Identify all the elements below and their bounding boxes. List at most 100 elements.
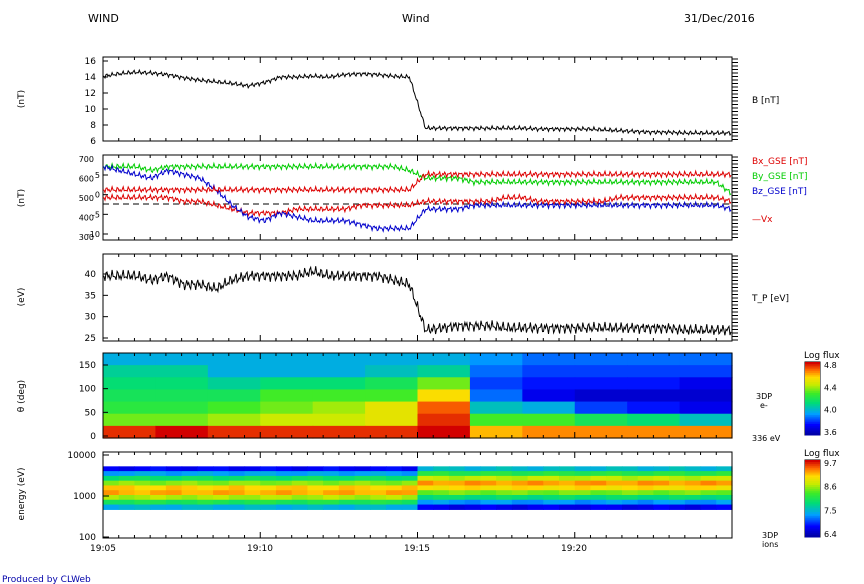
heatmap-cell: [312, 353, 366, 366]
heatmap-cell: [511, 485, 529, 491]
x-tick-label: 19:15: [404, 544, 430, 554]
heatmap-cell: [700, 490, 717, 496]
series-b-name: B [nT]: [752, 96, 779, 106]
heatmap-cell: [260, 365, 314, 378]
heatmap-cell: [637, 495, 654, 501]
heatmap-cell: [684, 485, 702, 491]
heatmap-cell: [448, 480, 466, 487]
heatmap-cell: [637, 504, 654, 510]
heatmap-cell: [181, 485, 198, 491]
colorbar-electron-band: [805, 411, 820, 414]
y-right-label: -5: [92, 210, 100, 219]
heatmap-cell: [684, 475, 702, 482]
heatmap-cell: [511, 466, 529, 472]
heatmap-cell: [213, 475, 230, 482]
series-bx-line: [102, 192, 732, 218]
heatmap-cell: [291, 499, 309, 506]
heatmap-cell: [401, 466, 419, 472]
colorbar-ion-band: [805, 519, 820, 523]
heatmap-cell: [464, 499, 481, 506]
colorbar-ion-band: [805, 529, 820, 532]
colorbar-ion-band: [805, 508, 820, 511]
y-tick-label: 10: [85, 105, 97, 115]
heatmap-cell: [401, 499, 419, 506]
heatmap-cell: [606, 471, 623, 477]
heatmap-cell: [401, 471, 419, 477]
heatmap-cell: [134, 485, 151, 491]
heatmap-cell: [103, 365, 157, 378]
heatmap-cell: [275, 466, 293, 472]
heatmap-cell: [150, 466, 167, 472]
heatmap-cell: [433, 485, 450, 491]
heatmap-cell: [275, 495, 293, 501]
heatmap-cell: [700, 499, 717, 506]
heatmap-cell: [260, 471, 277, 477]
heatmap-cell: [386, 495, 403, 501]
heatmap-cell: [228, 466, 246, 472]
heatmap-cell: [669, 466, 686, 472]
heatmap-cell: [496, 495, 513, 501]
heatmap-cell: [197, 466, 214, 472]
heatmap-cell: [213, 485, 230, 491]
heatmap-cell: [401, 485, 419, 491]
heatmap-cell: [496, 466, 513, 472]
y-left-label: 500: [79, 194, 94, 203]
heatmap-cell: [365, 353, 419, 366]
heatmap-cell: [574, 485, 592, 491]
heatmap-cell: [228, 471, 246, 477]
heatmap-cell: [469, 389, 523, 403]
panel-frame: [102, 56, 733, 142]
heatmap-cell: [590, 480, 607, 487]
heatmap-cell: [312, 413, 366, 427]
heatmap-cell: [401, 490, 419, 496]
heatmap-cell: [679, 425, 733, 439]
series-tp-line: [102, 265, 732, 336]
y-tick-label: 50: [85, 408, 97, 418]
colorbar-electron-band: [805, 413, 820, 416]
heatmap-cell: [260, 466, 277, 472]
colorbar-electron-band: [805, 380, 820, 383]
heatmap-cell: [134, 504, 151, 510]
heatmap-cell: [469, 365, 523, 378]
heatmap-cell: [637, 485, 654, 491]
colorbar-electron-band: [805, 407, 820, 410]
heatmap-cell: [260, 377, 314, 391]
heatmap-cell: [338, 475, 356, 482]
colorbar-ion-band: [805, 475, 820, 478]
heatmap-cell: [118, 504, 136, 510]
heatmap-cell: [464, 495, 481, 501]
heatmap-cell: [669, 471, 686, 477]
heatmap-cell: [244, 471, 261, 477]
heatmap-cell: [621, 475, 639, 482]
heatmap-cell: [684, 495, 702, 501]
heatmap-cell: [103, 499, 120, 506]
colorbar-ion-band: [805, 502, 820, 505]
heatmap-cell: [118, 475, 136, 482]
heatmap-cell: [275, 480, 293, 487]
heatmap-cell: [260, 413, 314, 427]
heatmap-cell: [103, 485, 120, 491]
colorbar-electron-band: [805, 391, 820, 394]
heatmap-cell: [312, 425, 366, 439]
heatmap-cell: [480, 490, 497, 496]
y-tick-label: 25: [85, 334, 96, 344]
heatmap-cell: [653, 480, 670, 487]
heatmap-cell: [291, 471, 309, 477]
heatmap-cell: [527, 485, 544, 491]
heatmap-cell: [386, 485, 403, 491]
y-tick-label: 40: [85, 270, 97, 280]
heatmap-cell: [464, 475, 481, 482]
heatmap-cell: [370, 466, 387, 472]
y-tick-label: 1000: [73, 492, 96, 502]
heatmap-cell: [312, 365, 366, 378]
heatmap-cell: [244, 466, 261, 472]
heatmap-cell: [244, 475, 261, 482]
y-tick-label: 35: [85, 291, 96, 301]
heatmap-cell: [543, 480, 560, 487]
heatmap-cell: [197, 495, 214, 501]
heatmap-cell: [155, 353, 209, 366]
heatmap-cell: [291, 490, 309, 496]
heatmap-cell: [637, 475, 654, 482]
heatmap-cell: [679, 377, 733, 391]
heatmap-cell: [207, 365, 261, 378]
